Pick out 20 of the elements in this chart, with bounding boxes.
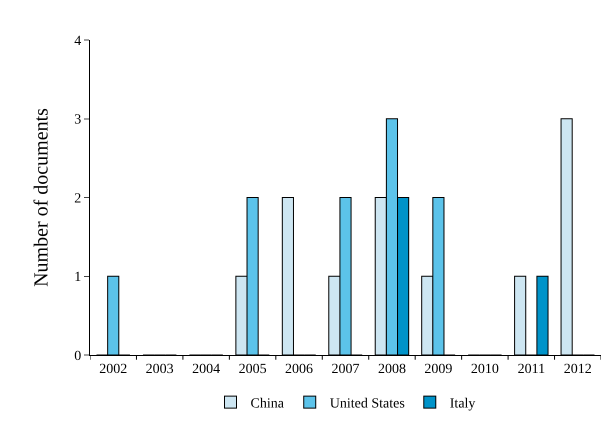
legend-label: Italy <box>450 396 476 412</box>
x-tick-label: 2010 <box>470 362 499 377</box>
x-tick-label: 2008 <box>378 362 406 377</box>
y-tick-label: 1 <box>74 270 82 286</box>
x-tick-label: 2005 <box>238 362 267 377</box>
legend-label: China <box>250 396 285 412</box>
y-tick-label: 4 <box>74 34 82 49</box>
x-tick-label: 2003 <box>146 362 174 377</box>
legend-label: United States <box>330 396 405 412</box>
x-tick-label: 2002 <box>99 362 128 377</box>
y-tick-label: 3 <box>74 112 82 128</box>
y-axis-title: Number of documents <box>30 108 53 287</box>
x-tick-label: 2006 <box>285 362 314 377</box>
x-tick-label: 2009 <box>424 362 452 377</box>
x-tick-label: 2012 <box>564 362 592 377</box>
x-tick-label: 2011 <box>518 362 546 377</box>
x-tick-label: 2004 <box>192 362 220 377</box>
x-tick-label: 2007 <box>332 362 360 377</box>
y-tick-label: 0 <box>74 348 82 364</box>
y-tick-label: 2 <box>74 191 82 206</box>
